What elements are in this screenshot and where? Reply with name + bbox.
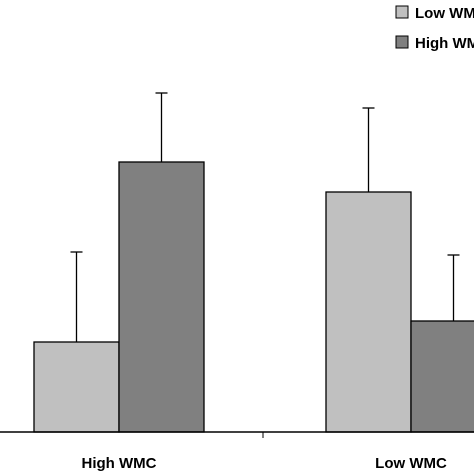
bars [33, 161, 474, 433]
legend-swatch [395, 5, 409, 19]
bar [410, 320, 474, 433]
bar [118, 161, 205, 433]
legend-swatch [395, 35, 409, 49]
x-tick-label: Low WMC [375, 455, 447, 472]
bar [325, 191, 412, 433]
legend-label: High WM [415, 35, 474, 52]
error-bars [70, 92, 460, 342]
legend-label: Low WM [415, 5, 474, 22]
x-tick-labels: High WMC Low WMC [82, 455, 447, 472]
legend: Low WM High WM [395, 5, 474, 52]
x-tick-label: High WMC [82, 455, 157, 472]
bar [33, 341, 120, 433]
